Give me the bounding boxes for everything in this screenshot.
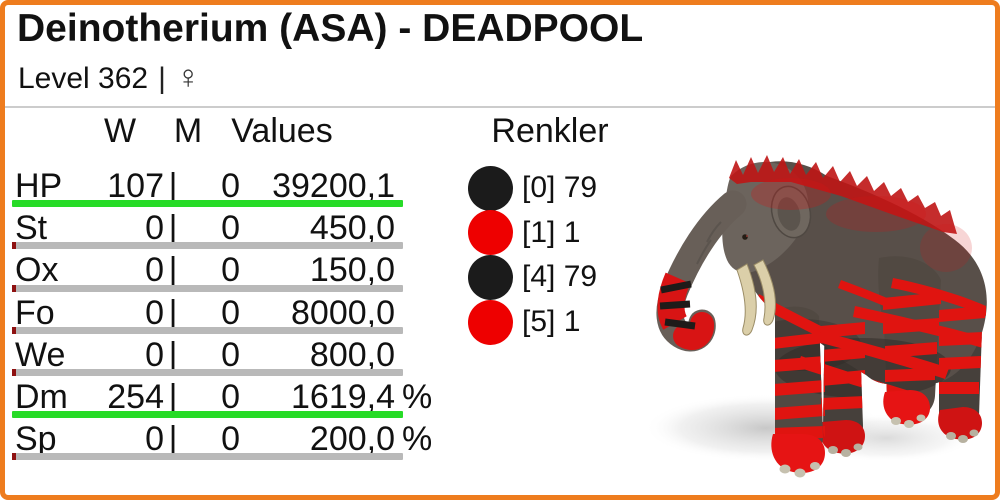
col-header-mutated: M [173, 112, 203, 150]
stat-label: St [15, 209, 48, 248]
stat-wild-value: 254 [107, 377, 164, 416]
stats-table-header: W M Values [12, 110, 452, 168]
color-swatch-icon [468, 254, 513, 300]
stat-mutated-value: 0 [221, 377, 240, 416]
deinotherium-creature-image [644, 155, 987, 478]
stat-mutated-value: 0 [221, 335, 240, 374]
stat-mutated-value: 0 [221, 209, 240, 248]
stats-table: W M Values HP 107 | 0 39200,1 St 0 | 0 4… [12, 110, 452, 463]
stat-label: HP [15, 167, 63, 205]
table-row-dm: Dm 254 | 0 1619,4 % [12, 379, 452, 421]
stat-progress-bar [12, 242, 403, 250]
level-row: Level 362 | ♀ [18, 59, 201, 97]
stat-value: 150,0 [309, 251, 395, 290]
wild-mutated-separator: | [168, 335, 178, 374]
color-slot-label: [4] 79 [522, 260, 598, 294]
stat-value: 8000,0 [291, 293, 395, 332]
stat-progress-bar [12, 326, 403, 334]
color-entry: [5] 1 [468, 299, 688, 345]
stat-progress-bar [12, 368, 403, 376]
stat-mutated-value: 0 [221, 293, 240, 332]
col-header-values: Values [231, 112, 333, 150]
color-entry: [1] 1 [468, 210, 688, 256]
table-row-st: St 0 | 0 450,0 [12, 210, 452, 252]
stat-wild-value: 0 [145, 335, 164, 374]
wild-mutated-separator: | [168, 377, 178, 416]
color-swatch-icon [468, 299, 513, 345]
color-entries: [0] 79 [1] 1 [4] 79 [5] 1 [468, 165, 688, 345]
stat-suffix: % [402, 420, 433, 459]
color-entry: [0] 79 [468, 165, 688, 211]
stat-wild-value: 0 [145, 420, 164, 459]
stat-progress-bar [12, 411, 403, 419]
wild-mutated-separator: | [168, 293, 178, 332]
col-header-wild: W [103, 112, 137, 150]
wild-mutated-separator: | [168, 251, 178, 290]
color-entry: [4] 79 [468, 254, 688, 300]
color-slot-label: [1] 1 [522, 215, 581, 249]
table-row-fo: Fo 0 | 0 8000,0 [12, 293, 452, 337]
stat-mutated-value: 0 [221, 167, 240, 205]
stat-wild-value: 0 [145, 251, 164, 290]
table-row-sp: Sp 0 | 0 200,0 % [12, 421, 452, 463]
stat-value: 200,0 [309, 420, 395, 459]
female-gender-icon: ♀ [175, 58, 201, 95]
table-row-we: We 0 | 0 800,0 [12, 337, 452, 379]
stat-label: Ox [15, 251, 59, 290]
stat-value: 800,0 [309, 335, 395, 374]
stat-label: Sp [15, 420, 57, 459]
wild-mutated-separator: | [168, 420, 178, 459]
level-separator: | [158, 62, 166, 95]
stat-label: Dm [15, 377, 68, 416]
table-row-ox: Ox 0 | 0 150,0 [12, 252, 452, 294]
colors-panel: Renkler [0] 79 [1] 1 [4] 79 [5] 1 [468, 110, 688, 345]
stat-wild-value: 0 [145, 293, 164, 332]
header-divider [5, 106, 995, 108]
stat-mutated-value: 0 [221, 251, 240, 290]
color-slot-label: [5] 1 [522, 305, 581, 339]
stat-progress-bar [12, 200, 403, 208]
stat-wild-value: 107 [107, 167, 164, 205]
stat-wild-value: 0 [145, 209, 164, 248]
page-title: Deinotherium (ASA) - DEADPOOL [17, 7, 644, 50]
stat-label: Fo [15, 293, 55, 332]
wild-mutated-separator: | [168, 209, 178, 248]
stat-progress-bar [12, 284, 403, 292]
stat-value: 450,0 [309, 209, 395, 248]
stat-label: We [15, 335, 66, 374]
stat-suffix: % [402, 377, 433, 416]
color-swatch-icon [468, 210, 513, 256]
level-label: Level 362 [18, 62, 149, 95]
wild-mutated-separator: | [168, 167, 178, 205]
stat-value: 39200,1 [272, 167, 395, 205]
table-row-hp: HP 107 | 0 39200,1 [12, 168, 452, 210]
color-slot-label: [0] 79 [522, 171, 598, 205]
stat-mutated-value: 0 [221, 420, 240, 459]
colors-panel-title: Renkler [491, 112, 609, 150]
stat-progress-bar [12, 453, 403, 461]
stat-value: 1619,4 [291, 377, 395, 416]
color-swatch-icon [468, 165, 513, 211]
